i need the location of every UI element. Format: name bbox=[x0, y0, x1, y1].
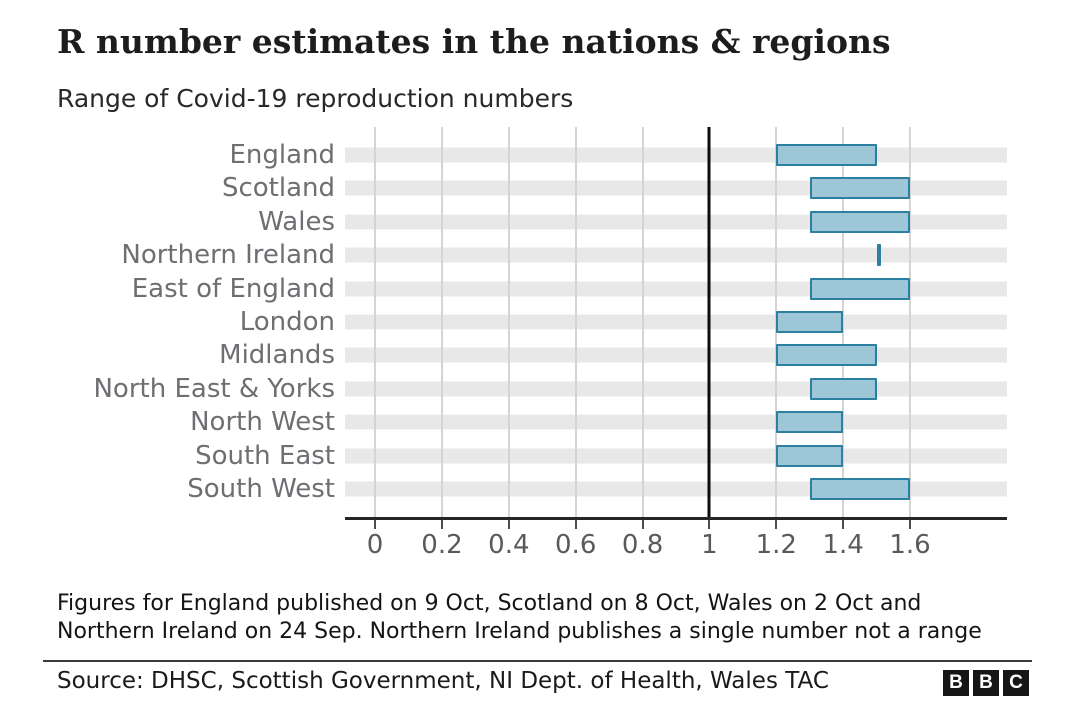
gridline bbox=[909, 127, 912, 517]
footer-divider bbox=[43, 660, 1032, 662]
bbc-logo-letter: B bbox=[973, 670, 999, 696]
axis-tick-label: 1.2 bbox=[755, 530, 797, 560]
source-attribution: Source: DHSC, Scottish Government, NI De… bbox=[57, 668, 829, 694]
chart-row bbox=[345, 205, 1007, 238]
bbc-logo-letter: C bbox=[1003, 670, 1029, 696]
gridline bbox=[641, 127, 644, 517]
row-label: England bbox=[229, 139, 335, 170]
axis-tick-label: 0.6 bbox=[555, 530, 597, 560]
range-bar bbox=[809, 377, 877, 400]
axis-tick-mark bbox=[909, 520, 912, 529]
chart-row bbox=[345, 372, 1007, 405]
chart-row bbox=[345, 406, 1007, 439]
gridline bbox=[440, 127, 443, 517]
range-bar bbox=[776, 444, 844, 467]
row-band bbox=[345, 448, 1007, 464]
axis-tick-label: 0.8 bbox=[621, 530, 664, 560]
row-label: North West bbox=[190, 407, 335, 438]
chart-row bbox=[345, 238, 1007, 271]
footnote-line-2: Northern Ireland on 24 Sep. Northern Ire… bbox=[57, 619, 982, 644]
axis-tick-mark bbox=[374, 520, 377, 529]
gridline bbox=[842, 127, 845, 517]
range-bar bbox=[809, 177, 911, 200]
range-bar bbox=[809, 210, 911, 233]
bbc-logo-letter: B bbox=[943, 670, 969, 696]
range-bar bbox=[776, 310, 844, 333]
row-band bbox=[345, 347, 1007, 363]
footnote: Figures for England published on 9 Oct, … bbox=[57, 590, 1037, 646]
row-band bbox=[345, 314, 1007, 330]
axis-tick-mark bbox=[641, 520, 644, 529]
axis-tick-mark bbox=[708, 520, 711, 529]
axis-tick-label: 0.4 bbox=[488, 530, 530, 560]
row-band bbox=[345, 414, 1007, 430]
range-bar bbox=[809, 277, 911, 300]
chart-row bbox=[345, 272, 1007, 305]
row-band bbox=[345, 247, 1007, 263]
row-label: Scotland bbox=[221, 173, 335, 204]
axis-tick-mark bbox=[507, 520, 510, 529]
axis-tick-label: 0 bbox=[366, 530, 384, 560]
x-axis: 0 0.2 0.4 0.6 0.8 1 1.2 1.4 1.6 bbox=[345, 520, 1007, 568]
axis-tick-mark bbox=[842, 520, 845, 529]
axis-tick-label: 0.2 bbox=[421, 530, 463, 560]
gridline bbox=[507, 127, 510, 517]
gridline bbox=[574, 127, 577, 517]
reference-line-r1 bbox=[707, 127, 711, 517]
chart-rows bbox=[345, 127, 1007, 517]
row-label: South East bbox=[195, 440, 335, 471]
row-label: Northern Ireland bbox=[121, 240, 335, 271]
axis-tick-label: 1 bbox=[701, 530, 718, 560]
chart-row bbox=[345, 439, 1007, 472]
chart-row bbox=[345, 339, 1007, 372]
gridline bbox=[374, 127, 377, 517]
page-title: R number estimates in the nations & regi… bbox=[57, 22, 891, 61]
range-bar bbox=[776, 143, 877, 166]
row-label: North East & Yorks bbox=[93, 373, 335, 404]
axis-tick-label: 1.6 bbox=[889, 530, 931, 560]
chart-subtitle: Range of Covid-19 reproduction numbers bbox=[57, 84, 574, 113]
row-label: Wales bbox=[258, 206, 335, 237]
row-band bbox=[345, 147, 1007, 163]
axis-tick-mark bbox=[440, 520, 443, 529]
axis-tick-label: 1.4 bbox=[822, 530, 864, 560]
chart-row bbox=[345, 138, 1007, 171]
range-bar bbox=[809, 478, 911, 501]
row-label: East of England bbox=[131, 273, 335, 304]
chart-row bbox=[345, 305, 1007, 338]
row-label: Midlands bbox=[219, 340, 335, 371]
row-label: London bbox=[239, 306, 335, 337]
chart-row bbox=[345, 473, 1007, 506]
chart-row bbox=[345, 171, 1007, 204]
axis-tick-mark bbox=[775, 520, 778, 529]
axis-tick-mark bbox=[574, 520, 577, 529]
plot-area bbox=[345, 127, 1007, 520]
range-bar bbox=[776, 411, 844, 434]
footnote-line-1: Figures for England published on 9 Oct, … bbox=[57, 591, 922, 616]
row-label: South West bbox=[187, 474, 335, 505]
category-axis-labels: England Scotland Wales Northern Ireland East… bbox=[0, 127, 335, 517]
range-bar bbox=[876, 244, 881, 267]
row-band bbox=[345, 381, 1007, 397]
range-bar bbox=[776, 344, 877, 367]
